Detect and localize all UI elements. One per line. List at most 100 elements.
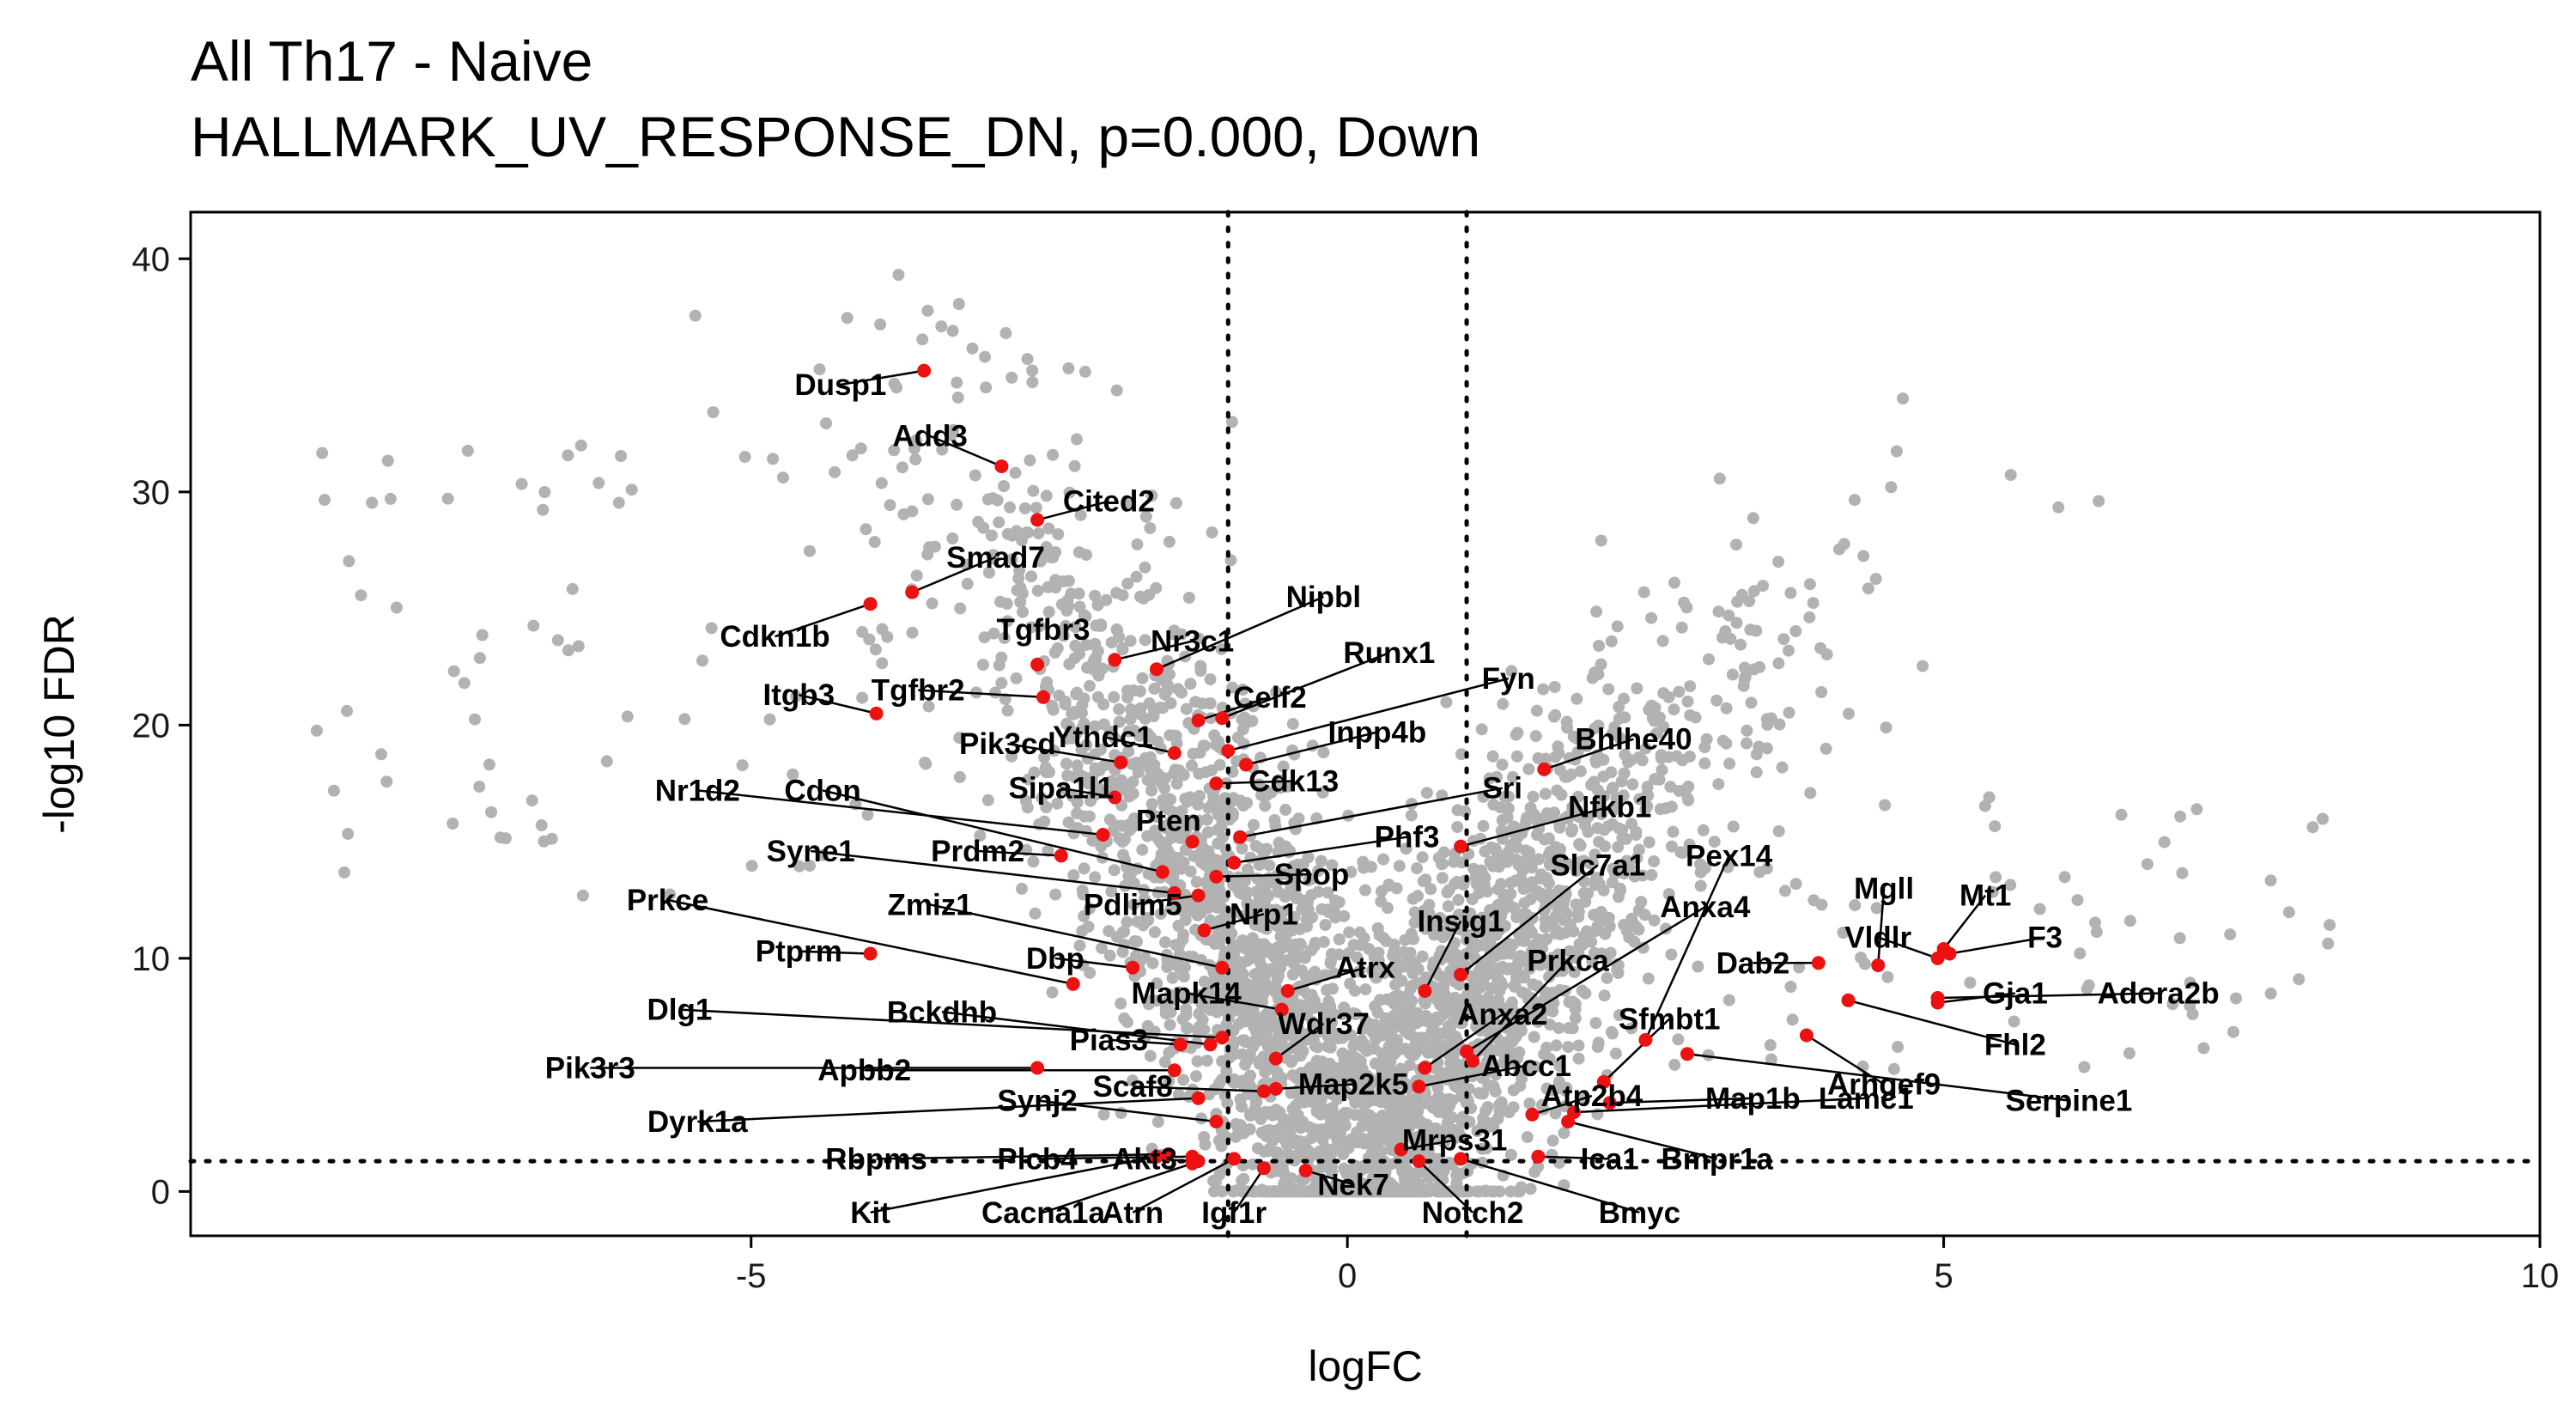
background-point [1184, 678, 1197, 690]
background-point [1069, 639, 1082, 652]
background-point [1171, 851, 1184, 864]
background-point [2324, 919, 2336, 932]
background-point [1649, 727, 1662, 740]
background-point [1190, 875, 1203, 888]
background-point [1784, 981, 1797, 993]
background-point [1595, 658, 1607, 671]
background-point [310, 724, 323, 737]
background-point [1369, 1145, 1382, 1158]
background-point [1190, 1070, 1202, 1083]
gene-label-nek7: Nek7 [1317, 1168, 1389, 1201]
gene-label-notch2: Notch2 [1422, 1196, 1524, 1230]
background-point [1668, 1058, 1681, 1071]
background-point [1280, 1138, 1293, 1151]
background-point [910, 569, 923, 582]
background-point [1549, 751, 1562, 763]
background-point [1009, 466, 1022, 479]
background-point [461, 444, 474, 457]
background-point [1613, 732, 1626, 745]
background-point [846, 449, 859, 462]
background-point [1573, 837, 1586, 850]
background-point [1400, 1078, 1413, 1091]
background-point [1286, 717, 1299, 730]
background-point [1716, 734, 1729, 747]
background-point [1497, 1020, 1510, 1033]
background-point [1040, 541, 1053, 554]
background-point [1303, 874, 1315, 887]
background-point [1528, 939, 1540, 952]
background-point [1423, 898, 1436, 911]
background-point [1632, 923, 1645, 936]
highlight-point-cdon [1155, 865, 1170, 879]
background-point [987, 549, 999, 562]
background-point [982, 566, 995, 579]
background-point [1408, 906, 1421, 919]
background-point [1277, 760, 1290, 773]
gene-label-itgb3: Itgb3 [762, 678, 835, 712]
background-point [1881, 970, 1894, 983]
background-point [1148, 926, 1161, 939]
background-point [1209, 976, 1222, 988]
background-point [1139, 1031, 1151, 1044]
highlight-point-dab2 [1811, 956, 1826, 970]
background-point [1783, 644, 1795, 657]
background-point [1741, 737, 1753, 750]
background-point [1497, 697, 1510, 710]
background-point [1057, 629, 1070, 642]
background-point [1649, 773, 1662, 786]
highlight-point-f3 [1942, 946, 1957, 961]
background-point [1326, 859, 1339, 872]
background-point [1046, 986, 1059, 999]
background-point [390, 601, 403, 614]
gene-label-pik3cd: Pik3cd [959, 727, 1056, 761]
background-point [1052, 528, 1065, 541]
highlight-point-prkca [1466, 1054, 1479, 1068]
background-point [1060, 717, 1073, 730]
background-point [888, 444, 901, 457]
x-axis-label: logFC [1308, 1342, 1422, 1390]
background-point [1553, 1060, 1566, 1073]
background-point [890, 381, 903, 394]
background-point [341, 704, 353, 717]
background-point [1259, 800, 1272, 812]
background-point [1331, 1092, 1344, 1105]
background-point [1272, 993, 1285, 1006]
background-point [1136, 672, 1149, 684]
background-point [1042, 522, 1055, 535]
background-point [1243, 1123, 1256, 1135]
background-point [1189, 696, 1202, 708]
background-point [1116, 642, 1129, 654]
background-point [1622, 756, 1634, 769]
background-point [1271, 1146, 1284, 1159]
background-point [1087, 638, 1100, 651]
background-point [1333, 933, 1346, 946]
background-point [946, 325, 959, 338]
background-point [1637, 941, 1649, 954]
background-point [1449, 1006, 1461, 1019]
gene-label-dab2: Dab2 [1716, 946, 1790, 980]
background-point [2190, 803, 2203, 816]
background-point [875, 477, 888, 490]
background-point [1523, 1098, 1536, 1110]
gene-label-fhl2: Fhl2 [1984, 1028, 2046, 1061]
background-point [951, 391, 964, 404]
background-point [1270, 962, 1283, 974]
background-point [1598, 824, 1611, 836]
background-point [1540, 807, 1553, 819]
highlight-point-nr1d2 [1096, 828, 1110, 842]
gene-label-spop: Spop [1274, 858, 1349, 891]
highlight-point-igf1r [1256, 1161, 1271, 1176]
background-point [1095, 618, 1108, 631]
background-point [1602, 683, 1615, 696]
gene-label-bhlhe40: Bhlhe40 [1575, 723, 1692, 757]
background-point [1321, 903, 1334, 916]
background-point [1248, 818, 1260, 831]
background-point [1030, 502, 1042, 514]
background-point [1503, 802, 1515, 815]
background-point [1082, 921, 1095, 933]
background-point [1276, 930, 1289, 942]
background-point [1163, 817, 1176, 830]
background-point [1120, 779, 1133, 792]
background-point [1421, 1046, 1434, 1059]
